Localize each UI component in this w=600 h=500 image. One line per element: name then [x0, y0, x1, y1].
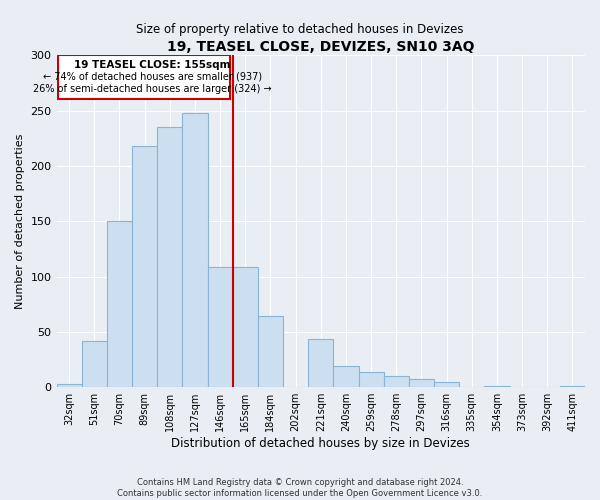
Text: 19 TEASEL CLOSE: 155sqm: 19 TEASEL CLOSE: 155sqm	[74, 60, 230, 70]
Bar	[107, 221, 132, 387]
Bar	[560, 386, 585, 387]
Bar	[359, 372, 383, 387]
Bar	[82, 340, 107, 387]
Bar	[233, 266, 258, 387]
Bar	[383, 376, 409, 387]
Title: 19, TEASEL CLOSE, DEVIZES, SN10 3AQ: 19, TEASEL CLOSE, DEVIZES, SN10 3AQ	[167, 40, 475, 54]
Bar	[132, 146, 157, 387]
Bar	[409, 380, 434, 387]
Text: ← 74% of detached houses are smaller (937): ← 74% of detached houses are smaller (93…	[43, 72, 262, 82]
Bar	[434, 382, 459, 387]
Y-axis label: Number of detached properties: Number of detached properties	[15, 134, 25, 309]
Bar	[334, 366, 359, 387]
Text: Size of property relative to detached houses in Devizes: Size of property relative to detached ho…	[136, 22, 464, 36]
Text: Contains HM Land Registry data © Crown copyright and database right 2024.
Contai: Contains HM Land Registry data © Crown c…	[118, 478, 482, 498]
Bar	[157, 127, 182, 387]
Bar	[308, 338, 334, 387]
Bar	[208, 266, 233, 387]
Bar	[484, 386, 509, 387]
Bar	[258, 316, 283, 387]
Bar	[58, 55, 230, 100]
X-axis label: Distribution of detached houses by size in Devizes: Distribution of detached houses by size …	[172, 437, 470, 450]
Text: 26% of semi-detached houses are larger (324) →: 26% of semi-detached houses are larger (…	[33, 84, 271, 94]
Bar	[182, 112, 208, 387]
Bar	[56, 384, 82, 387]
